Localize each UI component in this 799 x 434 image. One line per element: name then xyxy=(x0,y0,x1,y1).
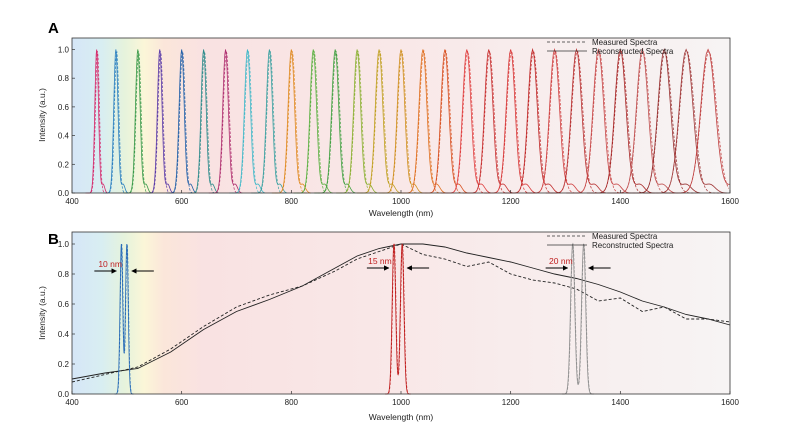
panel-a-x-axis-label: Wavelength (nm) xyxy=(369,208,434,218)
panel-a: A 400 600 800 1000 1200 1400 1600 0.0 0.2 0.4 0.6 0… xyxy=(37,20,739,218)
y-tick-label: 1.0 xyxy=(58,45,70,54)
x-tick-label: 400 xyxy=(65,197,79,206)
broadband-measured-line xyxy=(71,243,731,383)
double-peak-solid xyxy=(562,243,594,395)
y-tick-label: 0.6 xyxy=(58,300,70,309)
panel-b-x-axis-label: Wavelength (nm) xyxy=(369,412,434,422)
resolution-label: 10 nm xyxy=(98,259,122,269)
double-peak-solid xyxy=(385,243,411,395)
x-tick-label: 1000 xyxy=(392,197,410,206)
x-tick-label: 1400 xyxy=(611,398,629,407)
measured-peak xyxy=(488,50,533,194)
panel-b-annotations: 10 nm 15 nm 20 nm xyxy=(94,256,611,274)
measured-peak xyxy=(126,50,150,194)
x-tick-label: 1200 xyxy=(502,197,520,206)
panel-a-y-axis-label: Intensity (a.u.) xyxy=(37,88,47,142)
resolution-label: 15 nm xyxy=(368,256,392,266)
panel-b: B 400 600 800 1000 1200 1400 1600 0.0 0.2 0.4 0.6 0… xyxy=(37,231,739,422)
x-tick-label: 1600 xyxy=(721,398,739,407)
x-tick-label: 800 xyxy=(285,398,299,407)
x-tick-label: 1600 xyxy=(721,197,739,206)
panel-b-y-axis-label: Intensity (a.u.) xyxy=(37,286,47,340)
y-tick-label: 0.8 xyxy=(58,270,70,279)
legend-entry: Measured Spectra xyxy=(592,232,658,241)
x-tick-label: 600 xyxy=(175,197,189,206)
panel-b-curves xyxy=(71,242,731,395)
x-tick-label: 600 xyxy=(175,398,189,407)
broadband-reconstructed-line xyxy=(71,243,731,380)
y-tick-label: 1.0 xyxy=(58,240,70,249)
legend-entry: Measured Spectra xyxy=(592,38,658,47)
y-tick-label: 0.8 xyxy=(58,74,70,83)
measured-peak xyxy=(632,51,696,194)
double-peak-solid xyxy=(114,243,134,395)
y-tick-label: 0.2 xyxy=(58,160,70,169)
y-tick-label: 0.4 xyxy=(58,132,70,141)
x-tick-label: 1200 xyxy=(502,398,520,407)
x-tick-label: 400 xyxy=(65,398,79,407)
y-tick-label: 0.6 xyxy=(58,103,70,112)
panel-b-label: B xyxy=(48,231,59,248)
x-tick-label: 1400 xyxy=(611,197,629,206)
y-tick-label: 0.2 xyxy=(58,360,70,369)
y-tick-label: 0.0 xyxy=(58,189,70,198)
measured-peak xyxy=(148,50,172,194)
y-tick-label: 0.4 xyxy=(58,330,70,339)
legend-entry: Reconstructed Spectra xyxy=(592,47,674,56)
measured-peak xyxy=(509,50,556,194)
legend-entry: Reconstructed Spectra xyxy=(592,241,674,250)
resolution-label: 20 nm xyxy=(549,256,573,266)
x-tick-label: 1000 xyxy=(392,398,410,407)
panel-a-label: A xyxy=(48,20,59,37)
y-tick-label: 0.0 xyxy=(58,390,70,399)
measured-peak xyxy=(87,51,106,194)
x-tick-label: 800 xyxy=(285,197,299,206)
